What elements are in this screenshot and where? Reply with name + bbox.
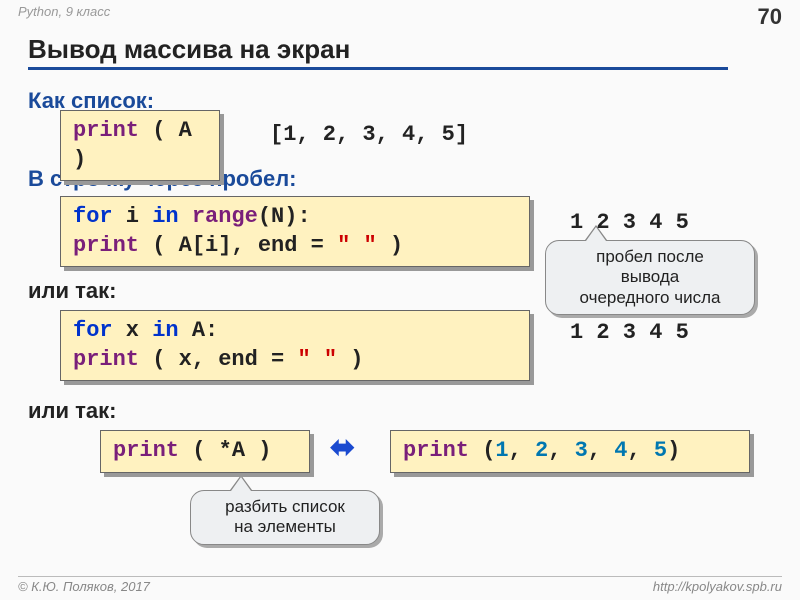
code-token: , xyxy=(509,438,535,463)
code-token: range xyxy=(192,204,258,229)
code-token: for xyxy=(73,318,113,343)
code-print-star-a: print ( *A ) xyxy=(100,430,310,473)
code-token: 5 xyxy=(654,438,667,463)
code-token: print xyxy=(73,118,139,143)
code-token: (N): xyxy=(258,204,311,229)
code-token: 1 xyxy=(495,438,508,463)
code-token: print xyxy=(73,233,139,258)
output-row-2: 1 2 3 4 5 xyxy=(570,320,689,345)
code-token: ( *A ) xyxy=(179,438,271,463)
code-token: " " xyxy=(337,233,377,258)
output-list: [1, 2, 3, 4, 5] xyxy=(270,122,468,147)
callout-line: разбить список xyxy=(205,497,365,517)
code-token: 2 xyxy=(535,438,548,463)
code-token: in xyxy=(152,318,178,343)
code-line: for i in range(N): xyxy=(73,203,517,232)
callout-split-list: разбить списокна элементы xyxy=(190,490,380,545)
page-number: 70 xyxy=(758,4,782,30)
code-token xyxy=(179,204,192,229)
code-for-range: for i in range(N): print ( A[i], end = "… xyxy=(60,196,530,267)
code-token: 4 xyxy=(614,438,627,463)
copyright: © К.Ю. Поляков, 2017 xyxy=(18,579,150,594)
code-token: x xyxy=(113,318,153,343)
callout-line: очередного числа xyxy=(560,288,740,308)
code-token: print xyxy=(403,438,469,463)
code-token: print xyxy=(73,347,139,372)
code-token: for xyxy=(73,204,113,229)
code-token: ) xyxy=(377,233,403,258)
callout-line: вывода xyxy=(560,267,740,287)
code-print-a: print ( A ) xyxy=(60,110,220,181)
code-token: A: xyxy=(179,318,219,343)
code-line: print ( A[i], end = " " ) xyxy=(73,232,517,261)
callout-space-after: пробел послевыводаочередного числа xyxy=(545,240,755,315)
source-url: http://kpolyakov.spb.ru xyxy=(653,579,782,594)
code-token: 3 xyxy=(575,438,588,463)
slide-header: Python, 9 класс 70 xyxy=(0,0,800,30)
code-token: ) xyxy=(337,347,363,372)
code-token: in xyxy=(152,204,178,229)
code-token: ( A[i], end = xyxy=(139,233,337,258)
course-label: Python, 9 класс xyxy=(18,4,110,30)
callout-tail-icon xyxy=(231,477,251,491)
label-or-2: или так: xyxy=(28,398,116,424)
code-token: , xyxy=(588,438,614,463)
code-print-12345: print (1, 2, 3, 4, 5) xyxy=(390,430,750,473)
callout-line: на элементы xyxy=(205,517,365,537)
code-token: , xyxy=(627,438,653,463)
code-line: for x in A: xyxy=(73,317,517,346)
code-line: print ( x, end = " " ) xyxy=(73,346,517,375)
double-arrow-icon: ⬌ xyxy=(330,430,355,465)
callout-tail-icon xyxy=(586,227,606,241)
code-for-in-a: for x in A: print ( x, end = " " ) xyxy=(60,310,530,381)
code-token: ) xyxy=(667,438,680,463)
code-token: ( xyxy=(469,438,495,463)
code-token: ( x, end = xyxy=(139,347,297,372)
callout-line: пробел после xyxy=(560,247,740,267)
code-token: print xyxy=(113,438,179,463)
code-token: " " xyxy=(297,347,337,372)
slide-footer: © К.Ю. Поляков, 2017 http://kpolyakov.sp… xyxy=(18,576,782,594)
code-token: , xyxy=(548,438,574,463)
label-or-1: или так: xyxy=(28,278,116,304)
code-token: i xyxy=(113,204,153,229)
slide-title: Вывод массива на экран xyxy=(28,34,728,70)
